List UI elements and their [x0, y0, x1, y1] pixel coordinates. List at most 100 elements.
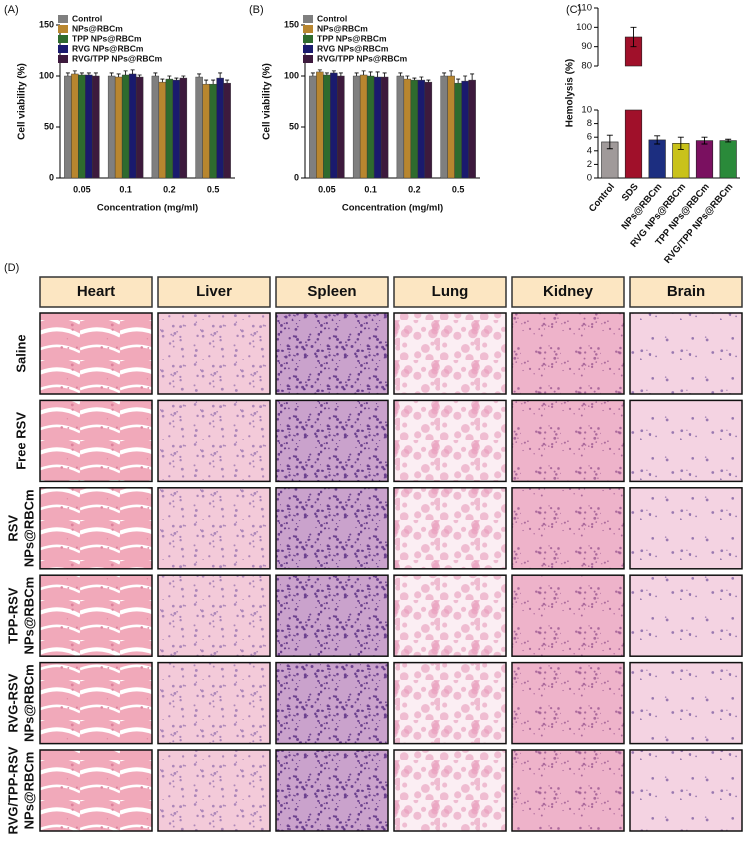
bar: [424, 81, 433, 179]
column-header-box: [275, 276, 389, 308]
bar: [128, 73, 137, 179]
error-bar: [368, 71, 373, 76]
x-tick-label: 0.1: [364, 184, 377, 194]
y-tick-label: 150: [39, 19, 54, 29]
error-bar: [456, 78, 461, 84]
error-bar: [93, 72, 98, 76]
bar: [107, 75, 116, 179]
error-bar: [153, 72, 158, 76]
error-bar: [654, 135, 661, 145]
x-axis-label: Concentration (mg/ml): [342, 203, 443, 214]
error-bar: [123, 70, 128, 75]
tissue-image: [39, 749, 153, 832]
column-header-box: [393, 276, 507, 308]
x-tick-label: 0.2: [408, 184, 421, 194]
bar: [202, 83, 210, 179]
y-tick-label: 80: [581, 61, 592, 72]
error-bar: [630, 26, 637, 48]
bar: [440, 75, 448, 179]
y-tick-label: 2: [587, 159, 592, 170]
row-label: NPs@RBCm: [21, 489, 36, 567]
tissue-image: [511, 661, 625, 745]
bar-lower: [624, 109, 643, 179]
bar: [447, 75, 455, 179]
column-header: Lung: [432, 283, 469, 300]
panel-label: (D): [4, 262, 19, 274]
x-tick-label: 0.2: [163, 184, 176, 194]
row-label: NPs@RBCm: [21, 664, 36, 742]
legend-label: Control: [317, 13, 347, 23]
legend-label: RVG NPs@RBCm: [317, 43, 389, 53]
tissue-image: [393, 749, 507, 832]
legend-swatch: [303, 55, 313, 63]
legend-swatch: [58, 15, 68, 23]
x-tick-label: 0.05: [318, 184, 336, 194]
column-header-box: [39, 276, 153, 308]
legend-swatch: [303, 25, 313, 33]
x-tick-label: 0.5: [452, 184, 465, 194]
y-tick-label: 150: [284, 19, 299, 29]
error-bar: [361, 70, 366, 75]
bar: [309, 75, 317, 179]
bar: [380, 76, 389, 179]
row-label: NPs@RBCm: [21, 752, 36, 830]
y-axis-label: Cell viability (%): [262, 63, 273, 140]
error-bar: [398, 72, 403, 76]
legend-label: NPs@RBCm: [72, 23, 123, 33]
bar: [121, 74, 130, 179]
bar: [114, 76, 123, 179]
legend-swatch: [303, 35, 313, 43]
bar: [64, 75, 72, 179]
legend-label: Control: [72, 13, 102, 23]
tissue-image: [39, 399, 153, 483]
legend-label: RVG/TPP NPs@RBCm: [317, 53, 408, 63]
column-header-box: [629, 276, 743, 308]
error-bar: [677, 136, 684, 150]
error-bar: [225, 79, 230, 84]
error-bar: [116, 73, 121, 78]
bar: [359, 74, 368, 179]
tissue-image: [393, 574, 507, 657]
tissue-image: [157, 574, 271, 657]
bar: [165, 78, 174, 179]
tissue-image: [157, 661, 271, 745]
bar: [158, 81, 167, 179]
error-bar: [701, 136, 708, 145]
y-tick-label: 4: [587, 145, 592, 156]
bar: [223, 82, 231, 179]
error-bar: [405, 75, 410, 80]
error-bar: [137, 74, 142, 78]
legend-label: TPP NPs@RBCm: [72, 33, 142, 43]
bar: [366, 75, 375, 179]
bar: [468, 79, 476, 179]
tissue-image: [157, 487, 271, 570]
x-tick-label: 0.05: [73, 184, 91, 194]
tissue-image: [157, 749, 271, 832]
bar: [151, 75, 160, 179]
y-tick-label: 10: [581, 105, 592, 116]
column-header-box: [511, 276, 625, 308]
error-bar: [331, 70, 336, 73]
y-tick-label: 50: [44, 121, 54, 131]
legend-swatch: [58, 25, 68, 33]
y-tick-label: 0: [49, 172, 54, 182]
legend-swatch: [303, 15, 313, 23]
bar: [337, 75, 345, 179]
y-tick-label: 100: [576, 22, 592, 33]
y-tick-label: 50: [289, 121, 299, 131]
row-label: RVG/TPP-RSV: [5, 746, 20, 834]
y-axis-label: Cell viability (%): [17, 63, 28, 140]
legend-swatch: [303, 45, 313, 53]
bar: [172, 79, 181, 179]
y-tick-label: 100: [284, 70, 299, 80]
tissue-image: [275, 749, 389, 832]
error-bar: [470, 73, 475, 81]
legend-swatch: [58, 45, 68, 53]
tissue-image: [157, 399, 271, 483]
row-label: RSV: [5, 515, 20, 542]
legend-label: RVG NPs@RBCm: [72, 43, 144, 53]
column-header: Liver: [196, 283, 232, 300]
tissue-image: [511, 399, 625, 483]
tissue-image: [275, 574, 389, 657]
